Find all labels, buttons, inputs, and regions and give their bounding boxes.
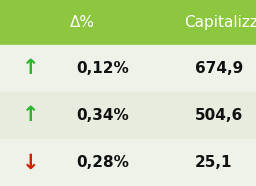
Bar — [0, 92, 256, 139]
Text: 674,9: 674,9 — [195, 61, 243, 76]
Text: Δ%: Δ% — [69, 15, 94, 30]
Text: 0,34%: 0,34% — [76, 108, 129, 123]
Text: ↑: ↑ — [22, 105, 39, 125]
Text: 504,6: 504,6 — [195, 108, 243, 123]
Bar — [0, 45, 256, 92]
Text: Capitalizza: Capitalizza — [184, 15, 256, 30]
Bar — [0, 0, 256, 45]
Text: 25,1: 25,1 — [195, 155, 232, 170]
Text: 0,12%: 0,12% — [76, 61, 129, 76]
Text: 0,28%: 0,28% — [76, 155, 129, 170]
Bar — [0, 139, 256, 186]
Text: ↑: ↑ — [22, 58, 39, 78]
Text: ↓: ↓ — [22, 153, 39, 172]
